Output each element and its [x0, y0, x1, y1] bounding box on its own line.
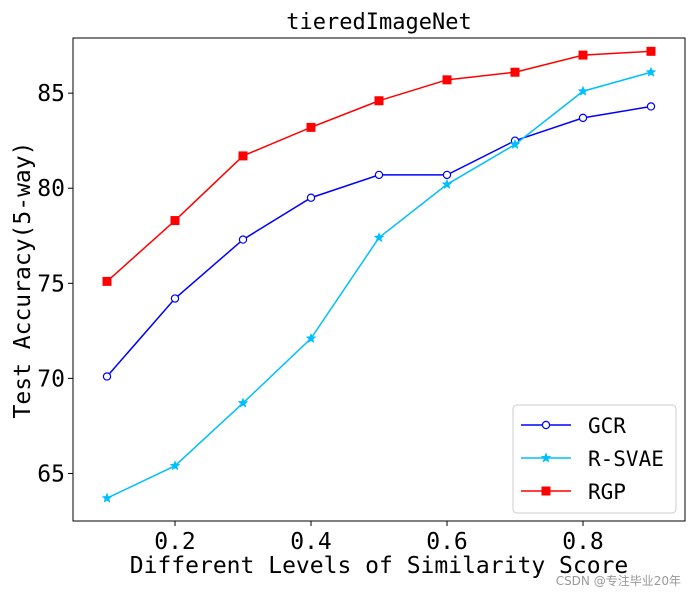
- data-point-gcr: [238, 235, 248, 244]
- series-group: [101, 46, 657, 503]
- series-r-svae: [101, 66, 657, 503]
- y-tick-label: 85: [37, 81, 65, 107]
- y-tick-label: 70: [37, 366, 65, 392]
- x-axis: 0.2 0.4 0.6 0.8: [154, 521, 604, 555]
- series-line-rgp: [106, 50, 652, 282]
- legend-label: RGP: [588, 480, 626, 504]
- x-tick-label: 0.6: [426, 529, 468, 555]
- data-point-rgp: [510, 67, 520, 77]
- data-point-gcr: [306, 193, 316, 202]
- data-point-gcr: [646, 102, 656, 111]
- y-tick-label: 75: [37, 271, 65, 297]
- plot-frame: [72, 37, 686, 522]
- legend-entry-r-svae: R-SVAE: [521, 447, 664, 471]
- legend-entry-gcr: GCR: [521, 414, 626, 438]
- data-point-rgp: [170, 216, 180, 226]
- series-line-gcr: [106, 105, 652, 377]
- data-point-r-svae: [237, 397, 249, 408]
- data-point-rgp: [578, 50, 588, 60]
- data-point-rgp: [238, 151, 248, 161]
- data-point-r-svae: [305, 332, 317, 344]
- legend-marker: [540, 452, 552, 463]
- data-point-gcr: [442, 170, 452, 180]
- data-point-rgp: [646, 46, 656, 56]
- series-rgp: [102, 46, 656, 286]
- legend-entry-rgp: RGP: [521, 480, 626, 504]
- x-tick-label: 0.8: [562, 529, 604, 555]
- data-point-gcr: [374, 170, 384, 180]
- legend-box: [512, 404, 677, 514]
- watermark-text: CSDN @专注毕业20年: [555, 574, 681, 588]
- y-tick-label: 80: [37, 176, 65, 202]
- y-axis-label: Test Accuracy(5-way): [10, 142, 36, 419]
- y-tick-label: 65: [37, 461, 65, 487]
- x-tick-label: 0.2: [154, 529, 196, 555]
- x-tick-label: 0.4: [290, 529, 332, 555]
- data-point-r-svae: [577, 85, 589, 96]
- legend-label: GCR: [588, 414, 626, 438]
- data-point-r-svae: [101, 492, 113, 503]
- data-point-gcr: [102, 372, 112, 381]
- y-axis: 65 70 75 80 85: [37, 81, 73, 487]
- data-point-r-svae: [509, 138, 521, 150]
- legend-marker: [541, 486, 551, 496]
- data-point-r-svae: [645, 66, 657, 77]
- legend-marker: [541, 420, 551, 430]
- series-gcr: [102, 102, 656, 381]
- chart-title: tieredImageNet: [286, 10, 471, 35]
- x-axis-label: Different Levels of Similarity Score: [130, 553, 629, 579]
- data-point-gcr: [170, 294, 180, 303]
- data-point-rgp: [102, 276, 112, 286]
- data-point-rgp: [306, 122, 316, 132]
- data-point-rgp: [374, 96, 384, 106]
- data-point-r-svae: [169, 460, 181, 471]
- legend-label: R-SVAE: [588, 447, 664, 471]
- data-point-gcr: [578, 113, 588, 123]
- data-point-r-svae: [373, 231, 385, 243]
- legend: GCR R-SVAE RGP: [512, 404, 677, 514]
- data-point-r-svae: [441, 178, 453, 190]
- data-point-rgp: [442, 75, 452, 85]
